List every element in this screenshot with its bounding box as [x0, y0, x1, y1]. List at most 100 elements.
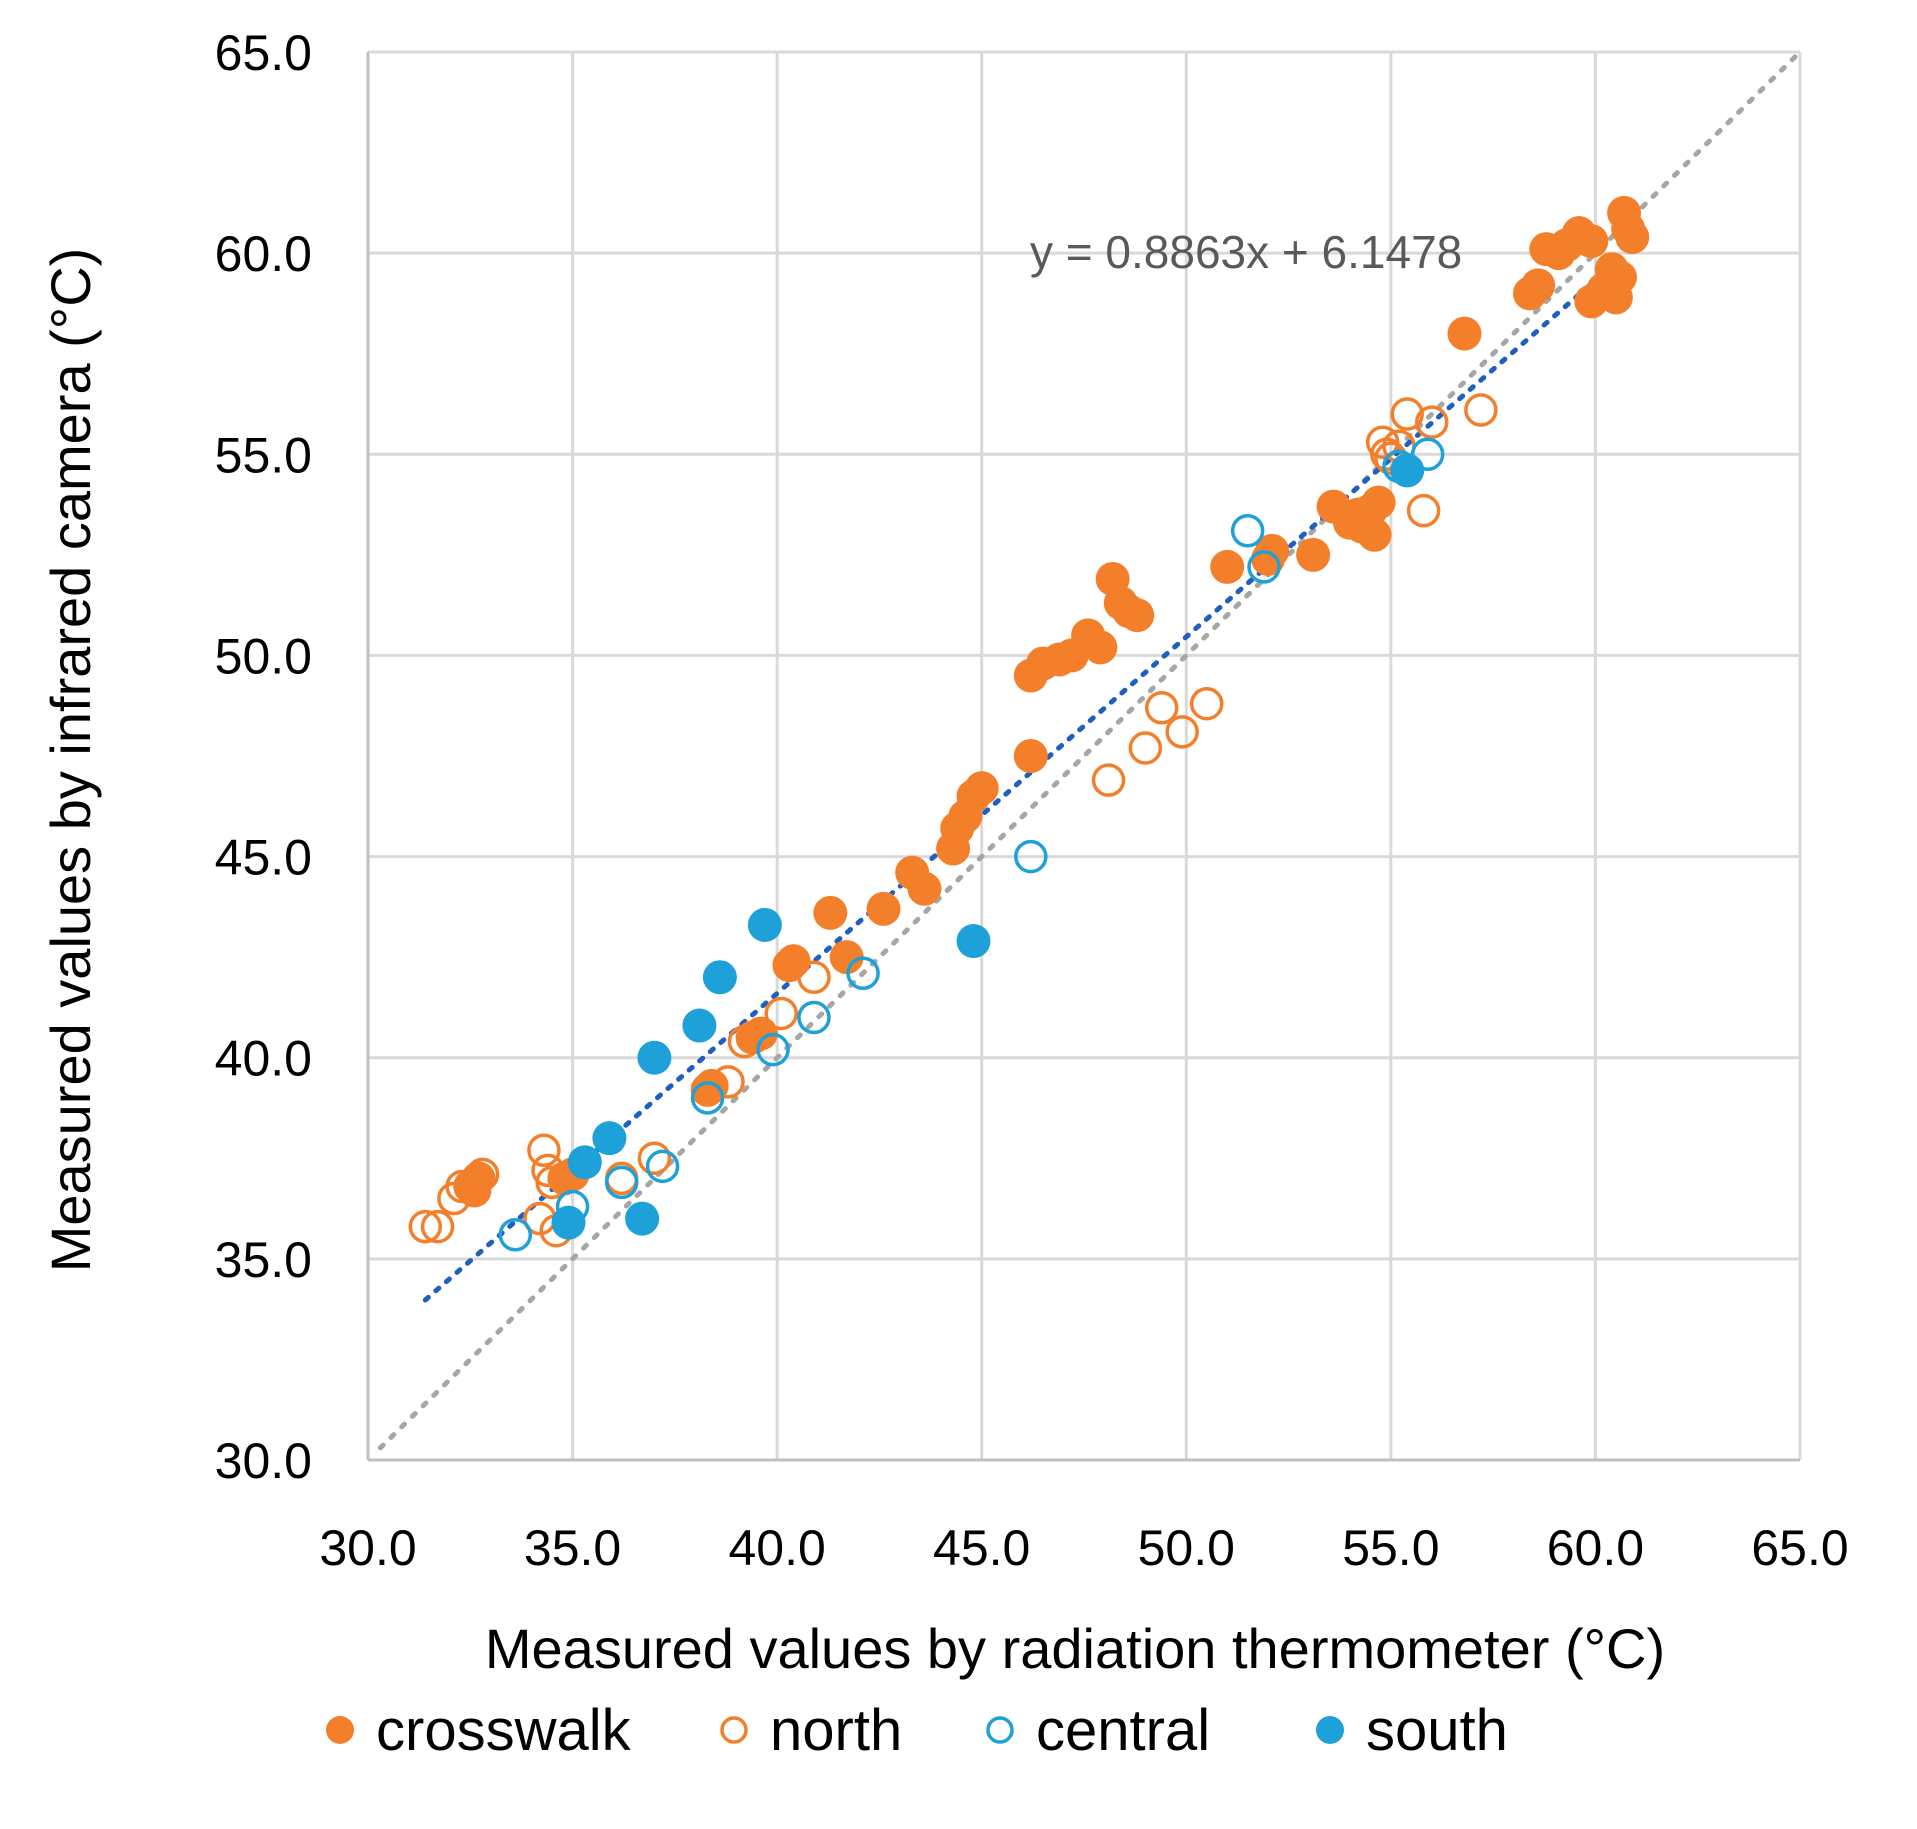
point-central	[1247, 550, 1281, 584]
reference-line-path	[377, 49, 1803, 1451]
legend-label: north	[770, 1698, 902, 1763]
point-north	[1165, 715, 1199, 749]
point-north	[1189, 686, 1224, 721]
trendline-path	[422, 252, 1627, 1303]
point-north	[445, 1169, 479, 1204]
point-central	[645, 1149, 680, 1184]
legend-item-south: south	[1316, 1698, 1508, 1763]
point-central	[690, 1081, 725, 1115]
point-crosswalk	[1615, 220, 1650, 255]
legend-marker	[1316, 1716, 1344, 1744]
legend: crosswalk north central south	[326, 1698, 1508, 1763]
x-tick-label: 50.0	[1138, 1520, 1235, 1576]
legend-item-north: north	[720, 1698, 902, 1763]
point-central	[604, 1165, 639, 1200]
y-tick-label: 50.0	[215, 628, 312, 684]
point-crosswalk	[866, 891, 901, 926]
point-central	[756, 1032, 790, 1067]
point-north	[1091, 763, 1126, 797]
point-north	[420, 1209, 455, 1244]
point-crosswalk	[1083, 630, 1118, 665]
point-south	[551, 1205, 586, 1240]
point-north	[535, 1165, 569, 1200]
legend-label: central	[1036, 1698, 1210, 1763]
y-tick-labels: 30.0 35.0 40.0 45.0 50.0 55.0 60.0 65.0	[215, 25, 312, 1489]
legend-marker	[326, 1716, 354, 1744]
point-crosswalk	[1120, 598, 1155, 633]
x-tick-labels: 30.0 35.0 40.0 45.0 50.0 55.0 60.0 65.0	[319, 1520, 1848, 1576]
x-tick-label: 60.0	[1547, 1520, 1644, 1576]
point-crosswalk	[1357, 517, 1392, 552]
y-tick-label: 45.0	[215, 830, 312, 886]
point-north	[1406, 493, 1441, 528]
point-south	[637, 1040, 672, 1075]
point-crosswalk	[964, 771, 999, 806]
point-south	[567, 1145, 602, 1180]
x-tick-label: 30.0	[319, 1520, 416, 1576]
legend-label: crosswalk	[376, 1698, 632, 1763]
point-south	[702, 960, 737, 995]
point-crosswalk	[457, 1173, 492, 1208]
point-north	[465, 1157, 500, 1192]
reference-line	[377, 49, 1803, 1451]
point-north	[527, 1133, 561, 1167]
point-crosswalk	[813, 895, 848, 930]
point-crosswalk	[907, 871, 942, 906]
y-tick-label: 60.0	[215, 226, 312, 282]
axes	[366, 52, 1800, 1462]
data-points	[408, 195, 1650, 1252]
point-north	[1144, 690, 1179, 725]
point-crosswalk	[1255, 533, 1290, 568]
legend-label: south	[1366, 1698, 1508, 1763]
x-tick-label: 55.0	[1342, 1520, 1439, 1576]
y-tick-label: 65.0	[215, 25, 312, 81]
point-south	[956, 924, 991, 959]
point-central	[797, 1000, 831, 1035]
point-crosswalk	[1361, 485, 1396, 520]
point-north	[711, 1065, 745, 1099]
y-tick-label: 30.0	[215, 1433, 312, 1489]
x-tick-label: 45.0	[933, 1520, 1030, 1576]
point-north	[1464, 393, 1498, 427]
series-south	[551, 453, 1425, 1240]
point-central	[498, 1217, 533, 1252]
point-crosswalk	[1598, 280, 1633, 315]
point-north	[1390, 397, 1424, 431]
point-crosswalk	[1013, 739, 1048, 773]
point-north	[727, 1024, 762, 1059]
point-south	[682, 1008, 717, 1043]
legend-item-crosswalk: crosswalk	[326, 1698, 632, 1763]
series-north	[408, 393, 1498, 1248]
x-tick-label: 35.0	[524, 1520, 621, 1576]
point-south	[625, 1201, 660, 1236]
point-crosswalk	[1447, 316, 1482, 351]
point-north	[1128, 731, 1163, 765]
y-tick-label: 35.0	[215, 1232, 312, 1288]
point-north	[1415, 405, 1449, 439]
point-south	[1390, 453, 1425, 488]
x-tick-label: 40.0	[728, 1520, 825, 1576]
point-crosswalk	[1210, 549, 1245, 584]
point-central	[846, 956, 880, 990]
point-central	[1230, 513, 1265, 548]
point-north	[408, 1209, 443, 1244]
legend-marker	[986, 1716, 1014, 1744]
x-axis-title: Measured values by radiation thermometer…	[485, 1617, 1665, 1680]
series-crosswalk	[453, 195, 1650, 1208]
point-central	[1014, 839, 1048, 874]
point-south	[747, 907, 782, 942]
point-north	[764, 996, 798, 1031]
legend-marker	[720, 1716, 748, 1744]
legend-item-central: central	[986, 1698, 1210, 1763]
point-north	[637, 1141, 672, 1176]
point-crosswalk	[1296, 537, 1331, 572]
point-crosswalk	[829, 940, 864, 975]
trendline	[422, 252, 1627, 1303]
point-north	[797, 960, 831, 995]
y-tick-label: 40.0	[215, 1031, 312, 1087]
y-tick-label: 55.0	[215, 427, 312, 483]
point-crosswalk	[1574, 224, 1609, 259]
point-south	[592, 1121, 627, 1156]
